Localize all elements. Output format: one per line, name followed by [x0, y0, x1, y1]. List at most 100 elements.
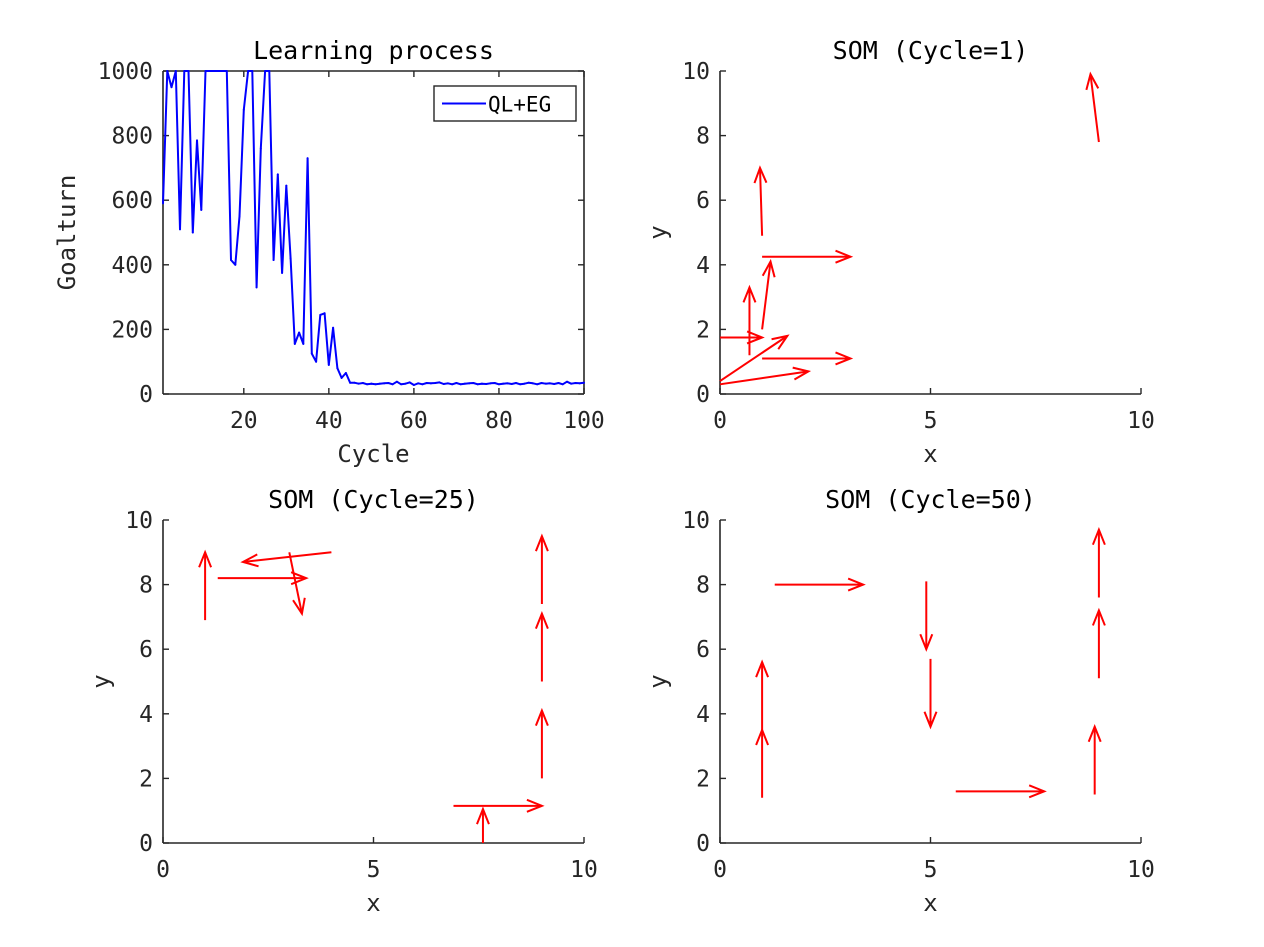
data-point	[412, 383, 415, 386]
chart-title: SOM (Cycle=1)	[833, 36, 1029, 65]
data-point	[174, 70, 177, 72]
arrow-head	[771, 334, 790, 350]
data-point	[191, 231, 194, 234]
y-tick-label: 10	[682, 508, 710, 534]
data-point	[217, 70, 220, 72]
arrow-head	[1091, 607, 1106, 626]
data-point	[230, 258, 233, 261]
data-point	[225, 70, 228, 72]
arrow	[1091, 607, 1106, 679]
data-point	[480, 382, 483, 385]
y-tick-label: 800	[111, 124, 153, 150]
data-point	[497, 383, 500, 386]
y-tick-label: 0	[696, 831, 710, 857]
arrow	[742, 284, 757, 356]
data-point	[387, 382, 390, 385]
data-point	[557, 382, 560, 385]
y-tick-label: 10	[125, 508, 153, 534]
x-tick-label: 5	[924, 408, 938, 434]
data-point	[234, 263, 237, 266]
arrow	[1085, 71, 1100, 143]
arrow	[1091, 526, 1106, 598]
data-point	[531, 382, 534, 385]
arrow	[923, 658, 938, 730]
arrow-head	[923, 711, 938, 730]
arrow-head	[792, 366, 812, 381]
arrow	[755, 659, 770, 730]
panel-2: 0 5 10 0 2 4 6 8 10 SOM (Cycle=1) x y	[644, 36, 1155, 468]
y-tick-label: 1000	[98, 59, 153, 85]
arrow-head	[240, 553, 259, 568]
x-tick-label: 100	[563, 408, 605, 434]
x-tick-label: 5	[924, 857, 938, 883]
data-point	[247, 70, 250, 72]
data-point	[400, 383, 403, 386]
data-point	[298, 331, 301, 334]
data-point	[251, 70, 254, 72]
arrow-head	[847, 577, 866, 592]
arrow	[198, 549, 213, 621]
data-point	[344, 372, 347, 375]
data-point	[187, 70, 190, 72]
arrow-shaft	[719, 335, 788, 382]
data-point	[374, 383, 377, 386]
data-point	[485, 382, 488, 385]
arrow-head	[755, 659, 770, 678]
chart-title: SOM (Cycle=25)	[268, 485, 479, 514]
chart-title: Learning process	[253, 36, 494, 65]
data-point	[289, 257, 292, 260]
data-point	[276, 173, 279, 176]
arrow-shaft	[288, 552, 303, 614]
arrow	[720, 330, 765, 345]
arrow-head	[742, 284, 757, 303]
arrow-head	[534, 610, 549, 630]
data-point	[468, 382, 471, 385]
data-point	[378, 382, 381, 385]
data-point	[510, 382, 513, 385]
data-point	[583, 381, 585, 384]
arrow	[534, 533, 549, 604]
x-axis-label: x	[366, 889, 380, 917]
arrow-shaft	[761, 261, 772, 330]
data-point	[242, 108, 245, 111]
data-point	[370, 382, 373, 385]
y-tick-label: 2	[139, 766, 153, 792]
arrow	[753, 165, 768, 236]
data-point	[540, 382, 543, 385]
y-tick-label: 2	[696, 766, 710, 792]
arrow-head	[534, 707, 549, 726]
arrow	[762, 249, 854, 264]
data-point	[565, 380, 568, 383]
data-point	[442, 382, 445, 385]
x-tick-label: 10	[1127, 408, 1155, 434]
series-line	[162, 70, 585, 386]
y-tick-label: 400	[111, 253, 153, 279]
x-tick-label: 80	[485, 408, 513, 434]
legend-label: QL+EG	[488, 93, 551, 117]
arrow	[955, 784, 1047, 799]
data-point	[544, 382, 547, 385]
arrow-head	[835, 351, 854, 366]
data-point	[489, 382, 492, 385]
data-point	[578, 382, 581, 385]
y-tick-label: 4	[696, 702, 710, 728]
y-tick-label: 4	[139, 702, 153, 728]
data-point	[391, 383, 394, 386]
x-axis-label: x	[923, 440, 937, 468]
arrow	[1087, 724, 1102, 795]
x-tick-label: 40	[315, 408, 343, 434]
x-axis-label: Cycle	[337, 440, 409, 468]
arrow-head	[534, 533, 549, 552]
data-point	[162, 202, 164, 205]
data-point	[574, 382, 577, 385]
y-axis-label: Goalturn	[53, 175, 81, 291]
arrow	[476, 806, 490, 843]
data-point	[455, 382, 458, 385]
x-tick-label: 20	[230, 408, 258, 434]
arrow-shaft	[758, 167, 764, 236]
data-point	[332, 326, 335, 329]
data-point	[179, 228, 182, 231]
data-point	[561, 383, 564, 386]
arrow-head	[835, 249, 854, 264]
data-point	[340, 376, 343, 379]
